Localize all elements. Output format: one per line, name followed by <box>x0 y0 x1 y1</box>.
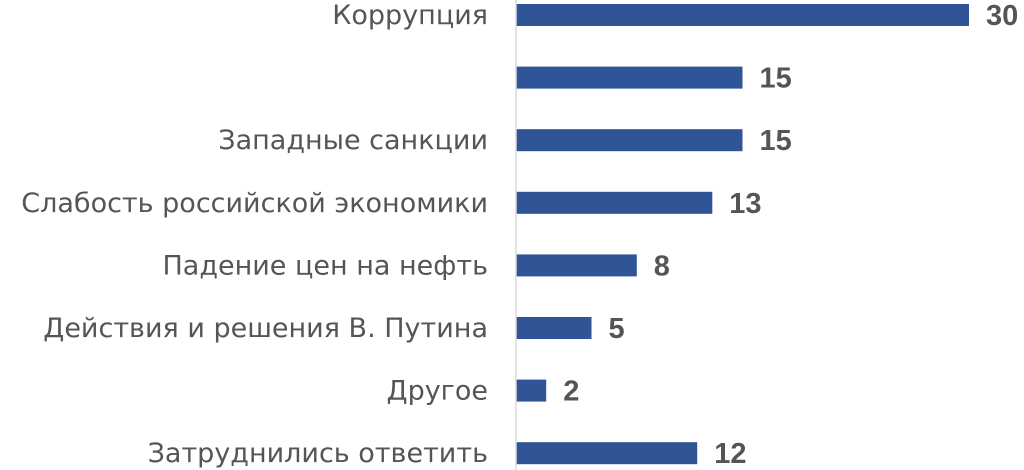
category-label: Другое <box>386 376 488 407</box>
value-label: 8 <box>654 250 670 282</box>
value-label: 15 <box>760 125 792 157</box>
value-label: 15 <box>760 63 792 95</box>
category-label: Действия и решения В. Путина <box>43 313 488 344</box>
value-label: 5 <box>609 313 625 345</box>
category-label: Коррупция <box>332 0 488 31</box>
category-label: Падение цен на нефть <box>162 250 488 281</box>
value-label: 2 <box>563 376 579 408</box>
value-label: 12 <box>714 438 746 470</box>
bar <box>516 317 592 339</box>
bar <box>516 66 743 89</box>
value-labels-group: 30 15 15 13 852 12 <box>563 0 1018 470</box>
bar <box>516 4 969 26</box>
category-label: Слабость российской экономики <box>21 188 488 219</box>
value-label: 13 <box>729 188 761 220</box>
bar <box>516 442 698 465</box>
bar <box>516 379 547 402</box>
category-labels-group: Коррупция Западные санкции Слабость россий… <box>21 0 488 469</box>
bar <box>516 129 743 152</box>
value-label: 30 <box>986 0 1018 32</box>
category-label: Затруднились ответить <box>148 438 488 469</box>
bars-group <box>516 4 969 465</box>
bar <box>516 254 637 277</box>
bar <box>516 191 713 214</box>
category-label: Западные санкции <box>218 125 488 156</box>
